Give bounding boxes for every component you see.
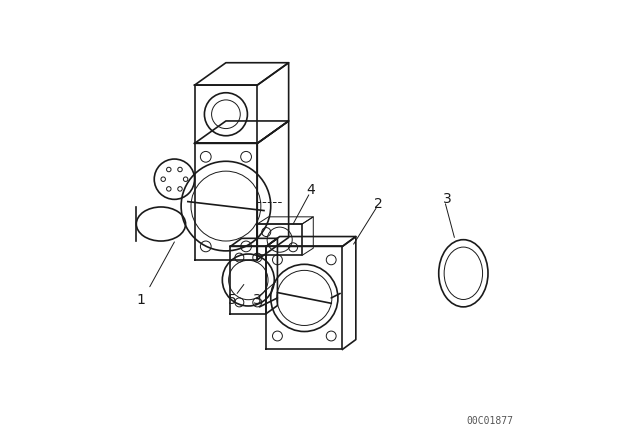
Text: 2: 2 [374,197,383,211]
Text: 1: 1 [136,293,145,307]
Text: 5: 5 [228,293,237,307]
Text: 4: 4 [307,183,316,198]
Text: 3: 3 [253,293,262,307]
Text: 3: 3 [444,192,452,207]
Text: 00C01877: 00C01877 [467,416,514,426]
